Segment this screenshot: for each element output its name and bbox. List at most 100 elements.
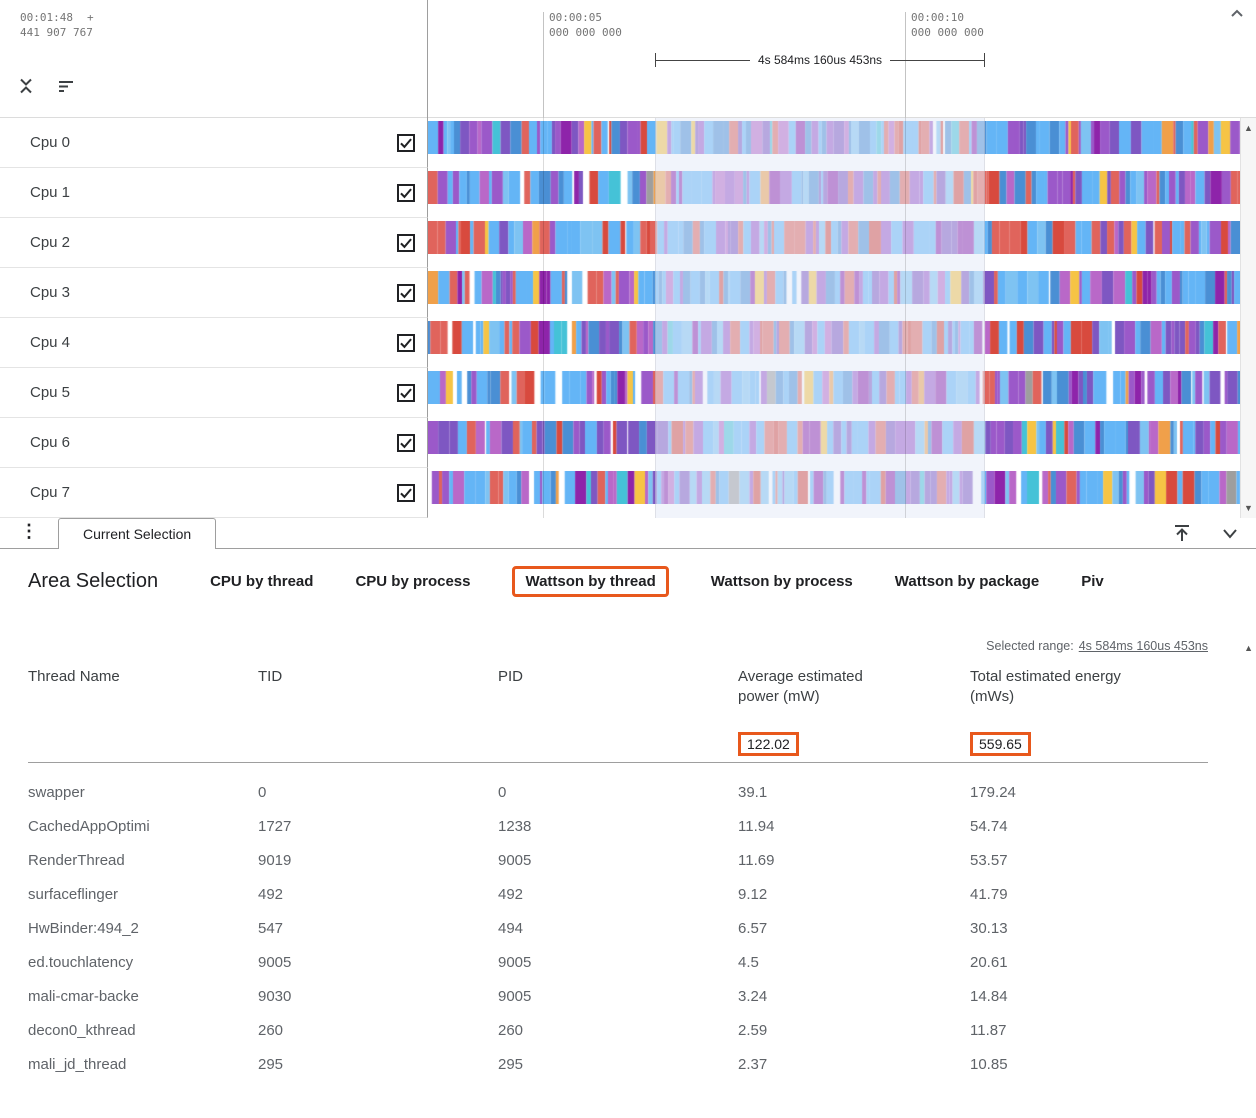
cpu-track-checkbox[interactable] — [397, 333, 415, 352]
thread-table-body: swapper 0 0 39.1 179.24 CachedAppOptimi … — [28, 775, 1208, 1081]
tick-sub-ns: 000 000 000 — [549, 26, 622, 39]
tab-wattson-by-package[interactable]: Wattson by package — [894, 572, 1040, 590]
thread-name-cell: CachedAppOptimi — [28, 817, 150, 835]
tab-wattson-by-thread[interactable]: Wattson by thread — [512, 565, 669, 597]
thread-table-header: Thread Name TID PID Average estimated po… — [28, 667, 1208, 707]
scroll-to-top-icon[interactable] — [1170, 521, 1194, 545]
cpu-track-checkbox[interactable] — [397, 433, 415, 452]
cpu-track-label[interactable]: Cpu 5 — [0, 368, 428, 418]
track-header-icons — [16, 76, 76, 96]
tab-piv[interactable]: Piv — [1081, 572, 1104, 590]
tid-cell: 260 — [258, 1021, 284, 1039]
cpu-track-label[interactable]: Cpu 2 — [0, 218, 428, 268]
sort-tracks-icon[interactable] — [56, 76, 76, 96]
cpu-sched-track[interactable] — [428, 221, 1240, 254]
thread-name-cell: surfaceflinger — [28, 885, 119, 903]
cpu-track-name: Cpu 4 — [30, 334, 71, 351]
cpu-sched-track[interactable] — [428, 371, 1240, 404]
avg-power-cell: 2.59 — [738, 1021, 768, 1039]
table-row[interactable]: surfaceflinger 492 492 9.12 41.79 — [28, 877, 1208, 911]
origin-plus: + — [86, 11, 94, 24]
scroll-down-arrow-icon[interactable]: ▼ — [1244, 503, 1253, 513]
selected-range: Selected range: 4s 584ms 160us 453ns — [986, 639, 1208, 653]
cpu-sched-track[interactable] — [428, 421, 1240, 454]
cpu-track-area — [428, 368, 1240, 418]
cpu-track-checkbox[interactable] — [397, 183, 415, 202]
tab-cpu-by-thread[interactable]: CPU by thread — [210, 572, 314, 590]
tracks-scrollbar[interactable]: ▲ ▼ — [1240, 118, 1256, 518]
pid-cell: 494 — [498, 919, 524, 937]
cpu-track-row: Cpu 5 — [0, 368, 1240, 418]
cpu-track-checkbox[interactable] — [397, 233, 415, 252]
tab-cpu-by-process[interactable]: CPU by process — [355, 572, 471, 590]
thread-name-cell: decon0_kthread — [28, 1021, 136, 1039]
pid-cell: 9005 — [498, 851, 532, 869]
tab-wattson-by-process[interactable]: Wattson by process — [710, 572, 853, 590]
cpu-track-row: Cpu 4 — [0, 318, 1240, 368]
total-energy-cell: 54.74 — [970, 817, 1008, 835]
timeline-header-left: 00:01:48 + 441 907 767 — [0, 0, 428, 118]
table-row[interactable]: mali_jd_thread 295 295 2.37 10.85 — [28, 1047, 1208, 1081]
cpu-track-label[interactable]: Cpu 3 — [0, 268, 428, 318]
chevron-down-icon[interactable] — [1218, 521, 1242, 545]
detail-scroll-up-icon[interactable]: ▲ — [1244, 643, 1253, 653]
avg-power-cell: 6.57 — [738, 919, 768, 937]
cpu-track-checkbox[interactable] — [397, 283, 415, 302]
cpu-track-area — [428, 418, 1240, 468]
table-row[interactable]: swapper 0 0 39.1 179.24 — [28, 775, 1208, 809]
cpu-track-checkbox[interactable] — [397, 383, 415, 402]
cpu-sched-track[interactable] — [428, 271, 1240, 304]
tab-current-selection[interactable]: Current Selection — [58, 518, 217, 549]
chevron-up-icon[interactable] — [1230, 5, 1244, 23]
cpu-track-label[interactable]: Cpu 4 — [0, 318, 428, 368]
tick-time: 00:00:10 — [911, 11, 964, 24]
ruler-gridline — [905, 12, 906, 118]
cpu-track-checkbox[interactable] — [397, 133, 415, 152]
time-ruler[interactable]: 00:00:05 000 000 000 00:00:10 000 000 00… — [428, 0, 1240, 118]
table-row[interactable]: mali-cmar-backe 9030 9005 3.24 14.84 — [28, 979, 1208, 1013]
tabstrip-icons — [1170, 521, 1242, 545]
details-panel: Area Selection CPU by thread CPU by proc… — [0, 549, 1256, 1118]
tid-cell: 547 — [258, 919, 284, 937]
pid-cell: 0 — [498, 783, 507, 801]
cpu-track-label[interactable]: Cpu 0 — [0, 118, 428, 168]
cpu-track-checkbox[interactable] — [397, 483, 415, 502]
cpu-track-label[interactable]: Cpu 7 — [0, 468, 428, 518]
bracket-line — [890, 59, 984, 61]
selected-range-label: Selected range: — [986, 639, 1074, 653]
thread-name-cell: mali-cmar-backe — [28, 987, 139, 1005]
pid-cell: 492 — [498, 885, 524, 903]
cpu-track-name: Cpu 0 — [30, 134, 71, 151]
table-row[interactable]: decon0_kthread 260 260 2.59 11.87 — [28, 1013, 1208, 1047]
cpu-sched-track[interactable] — [428, 321, 1240, 354]
table-row[interactable]: RenderThread 9019 9005 11.69 53.57 — [28, 843, 1208, 877]
collapse-tracks-icon[interactable] — [16, 76, 36, 96]
area-tab-list: CPU by thread CPU by process Wattson by … — [210, 565, 1256, 597]
pid-cell: 1238 — [498, 817, 532, 835]
tid-cell: 9030 — [258, 987, 292, 1005]
cpu-track-name: Cpu 6 — [30, 434, 71, 451]
ruler-tick: 00:00:10 000 000 000 — [911, 10, 984, 40]
cpu-sched-track[interactable] — [428, 121, 1240, 154]
cpu-track-label[interactable]: Cpu 6 — [0, 418, 428, 468]
thread-name-cell: HwBinder:494_2 — [28, 919, 139, 937]
bracket-left-tick — [655, 53, 656, 67]
summary-divider — [28, 762, 1208, 763]
table-row[interactable]: ed.touchlatency 9005 9005 4.5 20.61 — [28, 945, 1208, 979]
more-vert-icon[interactable]: ⋮ — [20, 521, 38, 541]
cpu-sched-track[interactable] — [428, 171, 1240, 204]
bracket-line — [656, 59, 750, 61]
panel-title: Area Selection — [28, 569, 159, 592]
cpu-track-name: Cpu 5 — [30, 384, 71, 401]
table-row[interactable]: CachedAppOptimi 1727 1238 11.94 54.74 — [28, 809, 1208, 843]
total-energy-cell: 30.13 — [970, 919, 1008, 937]
cpu-track-label[interactable]: Cpu 1 — [0, 168, 428, 218]
cpu-track-name: Cpu 2 — [30, 234, 71, 251]
cpu-sched-track[interactable] — [428, 471, 1240, 504]
ruler-tick: 00:00:05 000 000 000 — [549, 10, 622, 40]
scroll-up-arrow-icon[interactable]: ▲ — [1244, 123, 1253, 133]
avg-power-cell: 4.5 — [738, 953, 759, 971]
table-row[interactable]: HwBinder:494_2 547 494 6.57 30.13 — [28, 911, 1208, 945]
selected-range-link[interactable]: 4s 584ms 160us 453ns — [1078, 639, 1208, 653]
tid-cell: 295 — [258, 1055, 284, 1073]
